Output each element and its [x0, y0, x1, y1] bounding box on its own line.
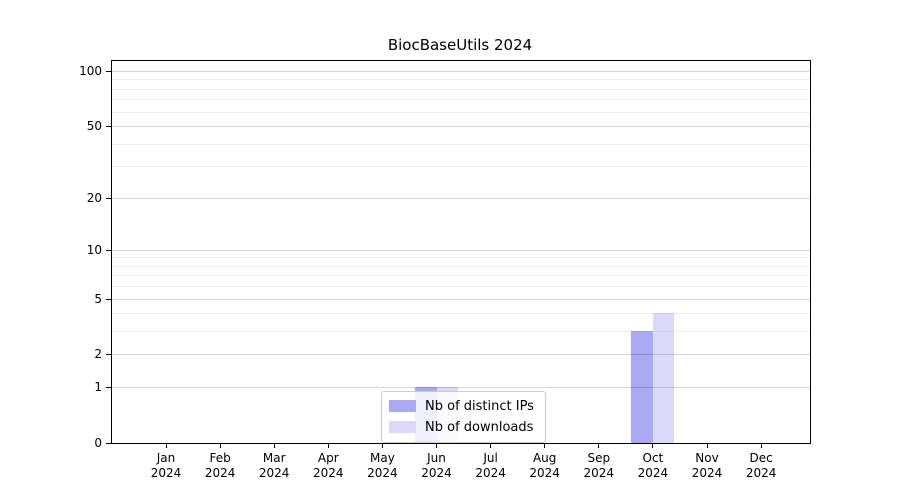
y-tick-mark [106, 71, 111, 72]
x-tick-label: Jan 2024 [150, 451, 182, 480]
x-tick-label: Feb 2024 [204, 451, 236, 480]
minor-gridline [112, 257, 810, 259]
legend-label-distinct-ips: Nb of distinct IPs [425, 398, 534, 414]
x-tick-mark [381, 443, 383, 448]
major-gridline [112, 298, 810, 300]
x-tick-label: Oct 2024 [637, 451, 669, 480]
x-tick-mark [544, 443, 546, 448]
legend: Nb of distinct IPs Nb of downloads [381, 391, 546, 443]
x-tick-mark [273, 443, 275, 448]
x-tick-label: Dec 2024 [745, 451, 777, 480]
minor-gridline [112, 79, 810, 81]
minor-gridline [112, 166, 810, 168]
y-tick-mark [106, 126, 111, 128]
legend-swatch-downloads-icon [389, 421, 416, 433]
y-tick-mark [106, 249, 111, 251]
y-tick-label: 100 [79, 64, 102, 78]
minor-gridline [112, 88, 810, 90]
x-tick-mark [165, 443, 167, 448]
major-gridline [112, 387, 810, 389]
major-gridline [112, 197, 810, 199]
x-tick-label: Nov 2024 [691, 451, 723, 480]
x-tick-mark [436, 443, 437, 448]
axis-ticks-layer: 0 1 2 5 10 20 50 100 Jan 2024 Feb 2024 Mar 2024 Apr 202… [79, 61, 810, 480]
x-tick-mark [598, 443, 600, 448]
bar-distinct-ips-oct-2024 [631, 331, 653, 443]
x-tick-mark [219, 443, 221, 448]
legend-label-downloads: Nb of downloads [425, 419, 534, 435]
major-gridline [112, 71, 810, 72]
x-tick-mark [760, 443, 762, 448]
minor-gridline [112, 143, 810, 145]
minor-gridline [112, 313, 810, 315]
x-tick-label: Jul 2024 [475, 451, 506, 480]
legend-item-distinct-ips: Nb of distinct IPs [389, 397, 534, 415]
minor-gridline [112, 331, 810, 333]
y-tick-label: 5 [94, 291, 102, 306]
y-tick-mark [106, 354, 111, 356]
minor-gridline [112, 265, 810, 267]
major-gridline [112, 126, 810, 128]
x-tick-label: Aug 2024 [529, 451, 560, 480]
y-tick-label: 20 [86, 190, 102, 205]
x-tick-label: Mar 2024 [258, 451, 290, 480]
y-tick-mark [106, 387, 111, 389]
y-tick-mark [106, 298, 111, 300]
bar-downloads-oct-2024 [652, 313, 675, 443]
minor-gridline [112, 275, 810, 277]
y-tick-mark [106, 443, 111, 444]
minor-gridline [112, 111, 810, 113]
legend-item-downloads: Nb of downloads [389, 418, 534, 436]
grid-layer [112, 61, 810, 443]
x-tick-label: Jun 2024 [421, 451, 452, 480]
y-tick-mark [106, 197, 111, 199]
major-gridline [112, 249, 810, 251]
y-tick-label: 50 [86, 119, 102, 134]
x-tick-mark [327, 443, 329, 448]
x-tick-label: Sep 2024 [583, 451, 615, 480]
y-tick-label: 0 [94, 436, 102, 450]
minor-gridline [112, 286, 810, 288]
y-tick-label: 1 [94, 380, 102, 395]
plot-area: 0 1 2 5 10 20 50 100 Jan 2024 Feb 2024 Mar 2024 Apr 202… [79, 60, 811, 480]
x-tick-mark [490, 443, 492, 448]
x-tick-mark [652, 443, 654, 448]
major-gridline [112, 354, 810, 356]
chart-title: BiocBaseUtils 2024 [387, 36, 533, 54]
y-tick-label: 2 [94, 347, 102, 362]
x-tick-mark [706, 443, 708, 448]
x-tick-label: Apr 2024 [313, 451, 344, 480]
x-tick-label: May 2024 [367, 451, 398, 480]
legend-swatch-distinct-ips-icon [389, 400, 416, 412]
minor-gridline [112, 99, 810, 101]
y-tick-label: 10 [86, 242, 102, 257]
